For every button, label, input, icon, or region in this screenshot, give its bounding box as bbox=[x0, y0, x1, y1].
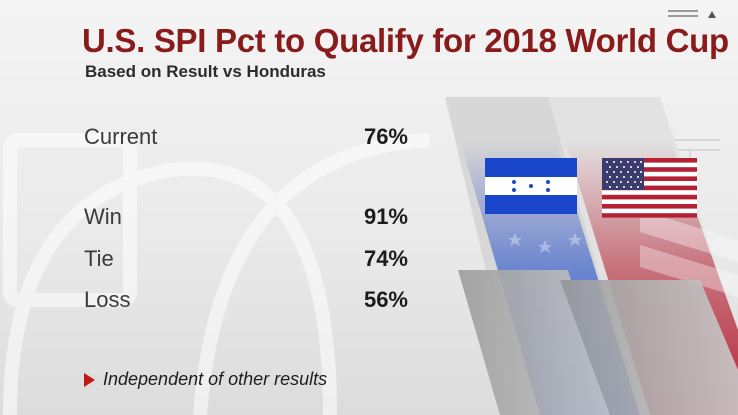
row-label-win: Win bbox=[84, 204, 122, 229]
honduras-flag-icon bbox=[485, 158, 577, 214]
red-triangle-icon bbox=[84, 372, 95, 387]
page-title: U.S. SPI Pct to Qualify for 2018 World C… bbox=[82, 22, 729, 59]
page-subtitle: Based on Result vs Honduras bbox=[85, 62, 326, 81]
star-reflections bbox=[508, 233, 582, 253]
grey-bars bbox=[458, 270, 738, 415]
network-logo-icon bbox=[668, 10, 716, 18]
footnote-text: Independent of other results bbox=[103, 369, 328, 389]
usa-flag-icon bbox=[602, 158, 697, 218]
footnote: Independent of other results bbox=[84, 369, 327, 390]
row-label-loss: Loss bbox=[84, 287, 131, 312]
row-label-tie: Tie bbox=[84, 246, 114, 271]
watermark-arcs bbox=[3, 133, 431, 415]
row-value-current: 76% bbox=[363, 124, 408, 149]
row-value-tie: 74% bbox=[363, 246, 408, 271]
row-value-win: 91% bbox=[363, 204, 408, 229]
row-value-loss: 56% bbox=[363, 287, 408, 312]
row-label-current: Current bbox=[84, 124, 158, 149]
